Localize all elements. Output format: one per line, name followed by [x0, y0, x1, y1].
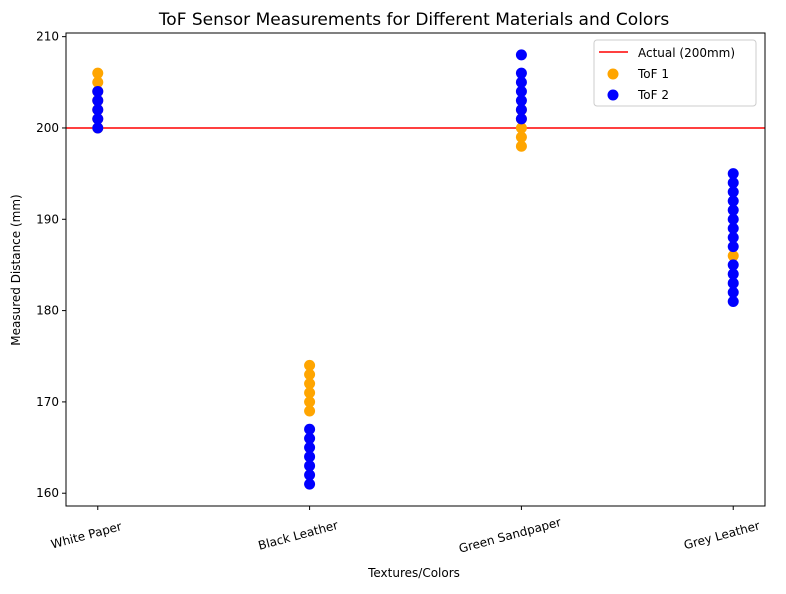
- point-tof2: [727, 168, 739, 180]
- point-tof2: [727, 177, 739, 189]
- y-tick-label: 190: [36, 212, 59, 226]
- point-tof1: [92, 67, 104, 79]
- point-tof2: [515, 113, 527, 125]
- point-tof2: [304, 469, 316, 481]
- point-tof2: [515, 95, 527, 107]
- legend: Actual (200mm) ToF 1 ToF 2: [593, 39, 757, 107]
- point-tof2: [727, 286, 739, 298]
- point-tof2: [304, 423, 316, 435]
- point-tof1: [304, 405, 316, 417]
- plot-frame: [65, 32, 766, 507]
- x-tick-label: Green Sandpaper: [457, 515, 562, 556]
- point-tof2: [304, 442, 316, 454]
- chart-title: ToF Sensor Measurements for Different Ma…: [158, 10, 670, 30]
- legend-marker-tof2: [607, 89, 619, 101]
- point-tof1: [304, 396, 316, 408]
- point-tof2: [727, 195, 739, 207]
- x-axis-label: Textures/Colors: [367, 566, 460, 580]
- point-tof2: [515, 76, 527, 88]
- point-tof2: [304, 432, 316, 444]
- point-tof2: [727, 259, 739, 271]
- point-tof1: [515, 122, 527, 134]
- point-tof1: [92, 76, 104, 88]
- x-tick-label: Grey Leather: [682, 518, 761, 552]
- point-tof2: [304, 460, 316, 472]
- x-tick-label: Black Leather: [257, 518, 340, 553]
- point-tof1: [304, 369, 316, 381]
- point-tof1: [304, 378, 316, 390]
- y-tick-label: 180: [36, 304, 59, 318]
- legend-box: [593, 39, 757, 107]
- point-tof1: [727, 250, 739, 262]
- point-tof2: [515, 104, 527, 116]
- legend-label-tof1: ToF 1: [637, 67, 669, 81]
- legend-label-actual: Actual (200mm): [638, 46, 735, 60]
- point-tof2: [515, 49, 527, 61]
- point-tof2: [727, 295, 739, 307]
- point-tof2: [515, 85, 527, 97]
- y-axis-label: Measured Distance (mm): [9, 194, 23, 345]
- point-tof2: [304, 451, 316, 463]
- point-tof2: [515, 67, 527, 79]
- point-tof2: [727, 186, 739, 198]
- x-tick-label: White Paper: [49, 519, 123, 551]
- legend-label-tof2: ToF 2: [637, 88, 669, 102]
- point-tof1: [304, 359, 316, 371]
- point-tof2: [727, 213, 739, 225]
- legend-marker-tof1: [607, 68, 619, 80]
- point-tof2: [92, 122, 104, 134]
- point-tof2: [92, 85, 104, 97]
- point-tof1: [515, 140, 527, 152]
- point-tof1: [515, 131, 527, 143]
- point-tof2: [727, 268, 739, 280]
- point-tof2: [92, 95, 104, 107]
- point-tof2: [92, 113, 104, 125]
- point-tof2: [92, 104, 104, 116]
- y-tick-label: 210: [36, 30, 59, 44]
- point-tof2: [304, 478, 316, 490]
- y-tick-label: 160: [36, 486, 59, 500]
- y-tick-label: 170: [36, 395, 59, 409]
- point-tof1: [304, 387, 316, 399]
- point-tof2: [727, 204, 739, 216]
- y-tick-label: 200: [36, 121, 59, 135]
- point-tof2: [727, 277, 739, 289]
- point-tof2: [727, 241, 739, 253]
- point-tof2: [727, 222, 739, 234]
- point-tof2: [727, 232, 739, 244]
